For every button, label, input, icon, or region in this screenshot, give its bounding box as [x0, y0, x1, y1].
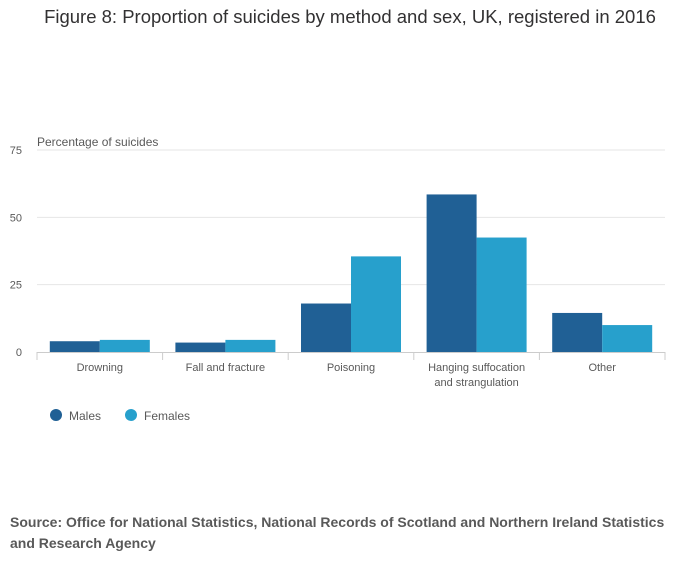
- y-tick-label: 75: [10, 145, 22, 157]
- y-tick-label: 50: [10, 212, 22, 224]
- bar-males: [175, 342, 226, 352]
- x-tick-label: Drowning: [77, 362, 123, 374]
- x-tick-label: Poisoning: [327, 362, 375, 374]
- source-note: Source: Office for National Statistics, …: [10, 514, 665, 551]
- legend-label-males: Males: [69, 409, 101, 423]
- legend-label-females: Females: [144, 409, 190, 423]
- chart-title: Figure 8: Proportion of suicides by meth…: [44, 6, 656, 27]
- bar-females: [225, 339, 276, 352]
- bar-males: [426, 194, 477, 352]
- x-tick-label: Fall and fracture: [186, 362, 265, 374]
- x-tick-label: Hanging suffocation and strangulation: [428, 362, 525, 389]
- legend-marker-females: [125, 409, 137, 421]
- bar-females: [476, 237, 527, 352]
- x-tick-label: Other: [588, 362, 616, 374]
- bar-males: [49, 341, 100, 352]
- y-tick-label: 0: [16, 347, 22, 359]
- bar-males: [301, 303, 351, 352]
- y-tick-label: 25: [10, 280, 22, 292]
- bar-females: [602, 325, 653, 352]
- y-axis-label: Percentage of suicides: [37, 135, 158, 149]
- legend-marker-males: [50, 409, 62, 421]
- bar-females: [351, 256, 401, 352]
- bar-males: [552, 312, 603, 352]
- bar-females: [99, 339, 150, 352]
